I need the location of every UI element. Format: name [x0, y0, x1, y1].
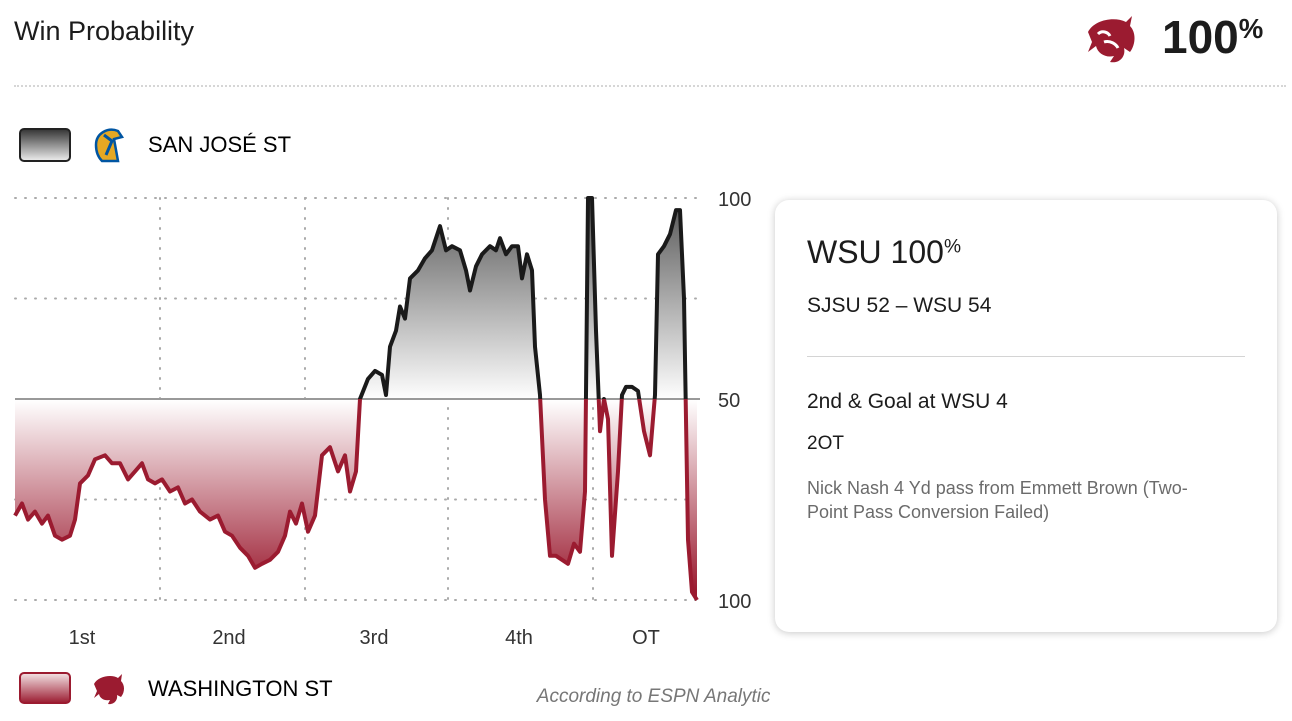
chart: SAN JOSÉ ST WASHINGTON ST According to E… — [13, 128, 770, 707]
play-card: WSU 100% SJSU 52 – WSU 54 2nd & Goal at … — [775, 200, 1277, 632]
area-lower — [15, 399, 697, 600]
card-score: SJSU 52 – WSU 54 — [807, 294, 992, 317]
wsu-logo-small — [94, 674, 124, 705]
header-divider — [14, 85, 1286, 87]
y-tick-label: 50 — [718, 390, 740, 412]
area-upper — [15, 198, 697, 399]
card-play: Nick Nash 4 Yd pass from Emmett Brown (T… — [807, 478, 1188, 522]
page-title: Win Probability — [14, 16, 195, 46]
legend-swatch — [19, 128, 71, 162]
source-note: According to ESPN Analytics — [536, 686, 770, 707]
x-tick-label: 2nd — [212, 627, 245, 649]
line-lower — [13, 399, 699, 602]
line-upper — [357, 196, 688, 399]
card-divider — [807, 356, 1245, 357]
legend-swatch — [19, 672, 71, 704]
card-probability: 100 — [890, 234, 944, 270]
y-tick-label: 100 — [718, 591, 751, 613]
leader-probability: 100% — [1162, 10, 1263, 64]
card-title: WSU 100% — [807, 234, 961, 271]
card-team: WSU — [807, 234, 882, 270]
wsu-logo — [1088, 16, 1135, 63]
x-tick-label: 1st — [69, 627, 96, 649]
x-tick-label: 3rd — [360, 627, 389, 649]
y-tick-label: 100 — [718, 189, 751, 211]
card-situation: 2nd & Goal at WSU 4 — [807, 390, 1008, 413]
legend-label: SAN JOSÉ ST — [148, 132, 291, 157]
card-unit: % — [943, 236, 961, 258]
legend-label: WASHINGTON ST — [148, 676, 333, 701]
leader-value: 100 — [1162, 11, 1239, 63]
sjsu-logo — [94, 128, 125, 163]
x-tick-label: 4th — [505, 627, 533, 649]
x-tick-label: OT — [632, 627, 660, 649]
leader-unit: % — [1238, 12, 1264, 44]
card-period: 2OT — [807, 433, 844, 454]
